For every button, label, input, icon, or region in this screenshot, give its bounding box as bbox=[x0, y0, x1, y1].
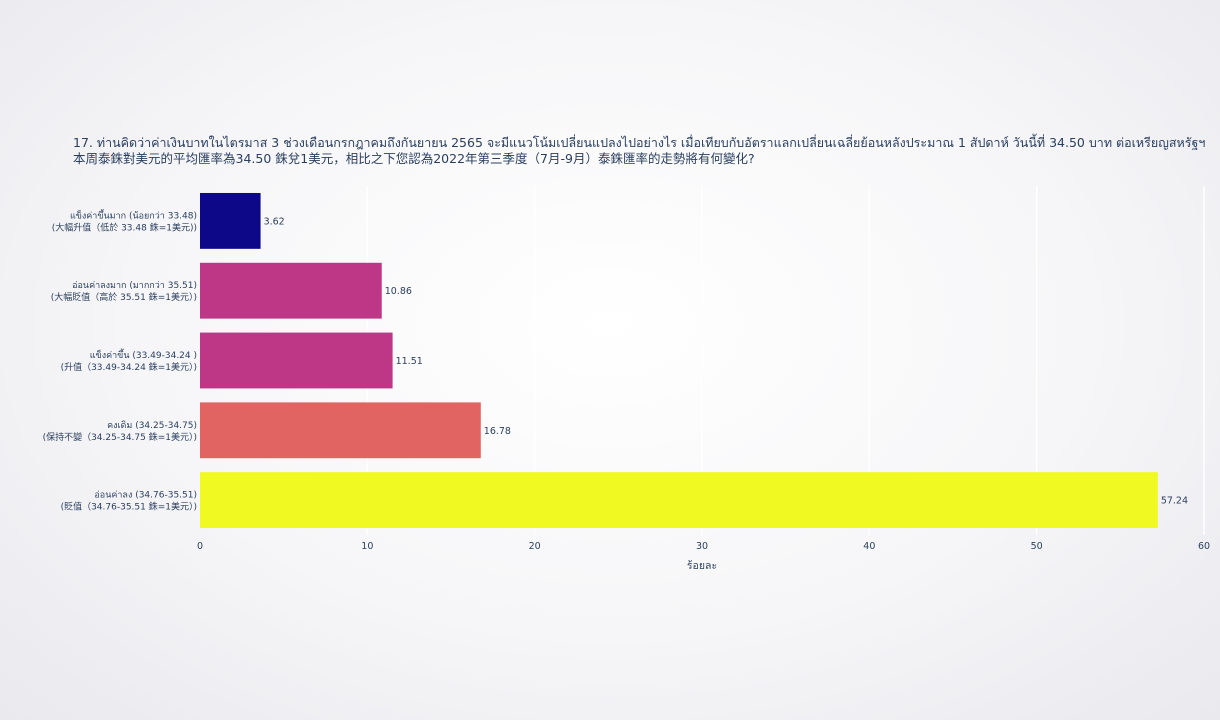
bar-4 bbox=[200, 472, 1158, 529]
bar-value-label-0: 3.62 bbox=[264, 216, 285, 227]
category-label-3-1: (保持不變（34.25-34.75 銖=1美元）) bbox=[43, 431, 197, 443]
bar-value-label-2: 11.51 bbox=[396, 356, 423, 367]
category-label-2-1: (升值（33.49-34.24 銖=1美元）) bbox=[61, 361, 197, 373]
bar-value-label-1: 10.86 bbox=[385, 286, 412, 297]
bars: 3.62 10.86 11.51 16.78 57.24 bbox=[200, 192, 1188, 529]
bar-3 bbox=[200, 402, 481, 459]
x-tick-6: 60 bbox=[1198, 541, 1210, 552]
x-tick-4: 40 bbox=[863, 541, 875, 552]
x-tick-0: 0 bbox=[197, 541, 203, 552]
category-label-4-0: อ่อนค่าลง (34.76-35.51) bbox=[94, 491, 197, 501]
bar-value-label-3: 16.78 bbox=[484, 426, 511, 437]
category-label-0-1: (大幅升值（低於 33.48 銖=1美元)) bbox=[52, 221, 197, 233]
category-label-0-0: แข็งค่าขึ้นมาก (น้อยกว่า 33.48) bbox=[70, 208, 197, 221]
category-label-2-0: แข็งค่าขึ้น (33.49-34.24 ) bbox=[90, 348, 197, 361]
category-labels: แข็งค่าขึ้นมาก (น้อยกว่า 33.48)(大幅升值（低於 … bbox=[43, 208, 197, 512]
x-tick-5: 50 bbox=[1031, 541, 1043, 552]
chart-title-line-thai: 17. ท่านคิดว่าค่าเงินบาทในไตรมาส 3 ช่วงเ… bbox=[73, 135, 1206, 150]
x-tick-labels: 0 10 20 30 40 50 60 bbox=[197, 541, 1210, 552]
x-tick-3: 30 bbox=[696, 541, 708, 552]
category-label-4-1: (貶值（34.76-35.51 銖=1美元）) bbox=[61, 501, 197, 513]
category-label-3-0: คงเดิม (34.25-34.75) bbox=[107, 420, 197, 431]
bar-1 bbox=[200, 262, 382, 319]
chart-title: 17. ท่านคิดว่าค่าเงินบาทในไตรมาส 3 ช่วงเ… bbox=[73, 135, 1206, 167]
x-tick-1: 10 bbox=[361, 541, 373, 552]
x-tick-2: 20 bbox=[529, 541, 541, 552]
category-label-1-1: (大幅貶值（高於 35.51 銖=1美元）) bbox=[51, 291, 197, 303]
bar-value-label-4: 57.24 bbox=[1161, 496, 1188, 507]
chart-title-line-chinese: 本周泰銖對美元的平均匯率為34.50 銖兌1美元，相比之下您認為2022年第三季… bbox=[73, 151, 755, 166]
bar-2 bbox=[200, 332, 393, 389]
category-label-1-0: อ่อนค่าลงมาก (มากกว่า 35.51) bbox=[72, 281, 197, 291]
x-axis-title: ร้อยละ bbox=[687, 560, 717, 572]
bar-0 bbox=[200, 192, 261, 249]
